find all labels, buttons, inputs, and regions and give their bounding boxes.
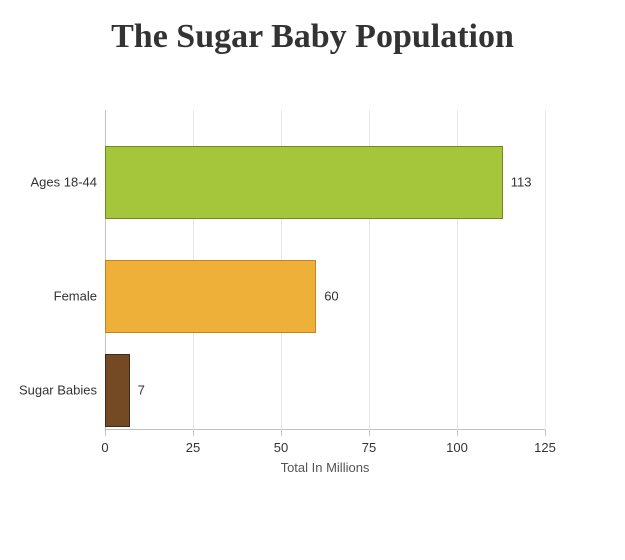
x-tick [369, 430, 370, 436]
x-tick [193, 430, 194, 436]
bar [105, 354, 130, 427]
x-axis-line [105, 429, 545, 430]
bar-value-label: 60 [324, 289, 338, 304]
x-axis-title: Total In Millions [281, 460, 370, 475]
x-tick-label: 25 [186, 440, 200, 455]
x-tick-label: 50 [274, 440, 288, 455]
category-label: Sugar Babies [19, 383, 97, 398]
x-tick-label: 125 [534, 440, 556, 455]
bar [105, 260, 316, 333]
chart-title: The Sugar Baby Population [0, 0, 625, 74]
category-label: Female [54, 289, 97, 304]
x-tick [281, 430, 282, 436]
bar-value-label: 113 [511, 175, 532, 190]
x-tick-label: 75 [362, 440, 376, 455]
gridline [545, 110, 546, 430]
category-label: Ages 18-44 [31, 175, 98, 190]
bar-value-label: 7 [138, 383, 145, 398]
x-tick [105, 430, 106, 436]
y-axis-labels: Ages 18-44 Female Sugar Babies [0, 110, 105, 430]
chart-container: The Sugar Baby Population Ages 18-44 Fema… [0, 0, 625, 560]
x-tick [545, 430, 546, 436]
bar [105, 146, 503, 219]
x-tick-label: 100 [446, 440, 468, 455]
x-tick-label: 0 [101, 440, 108, 455]
plot-area: 0255075100125Total In Millions113607 [105, 110, 545, 430]
x-tick [457, 430, 458, 436]
